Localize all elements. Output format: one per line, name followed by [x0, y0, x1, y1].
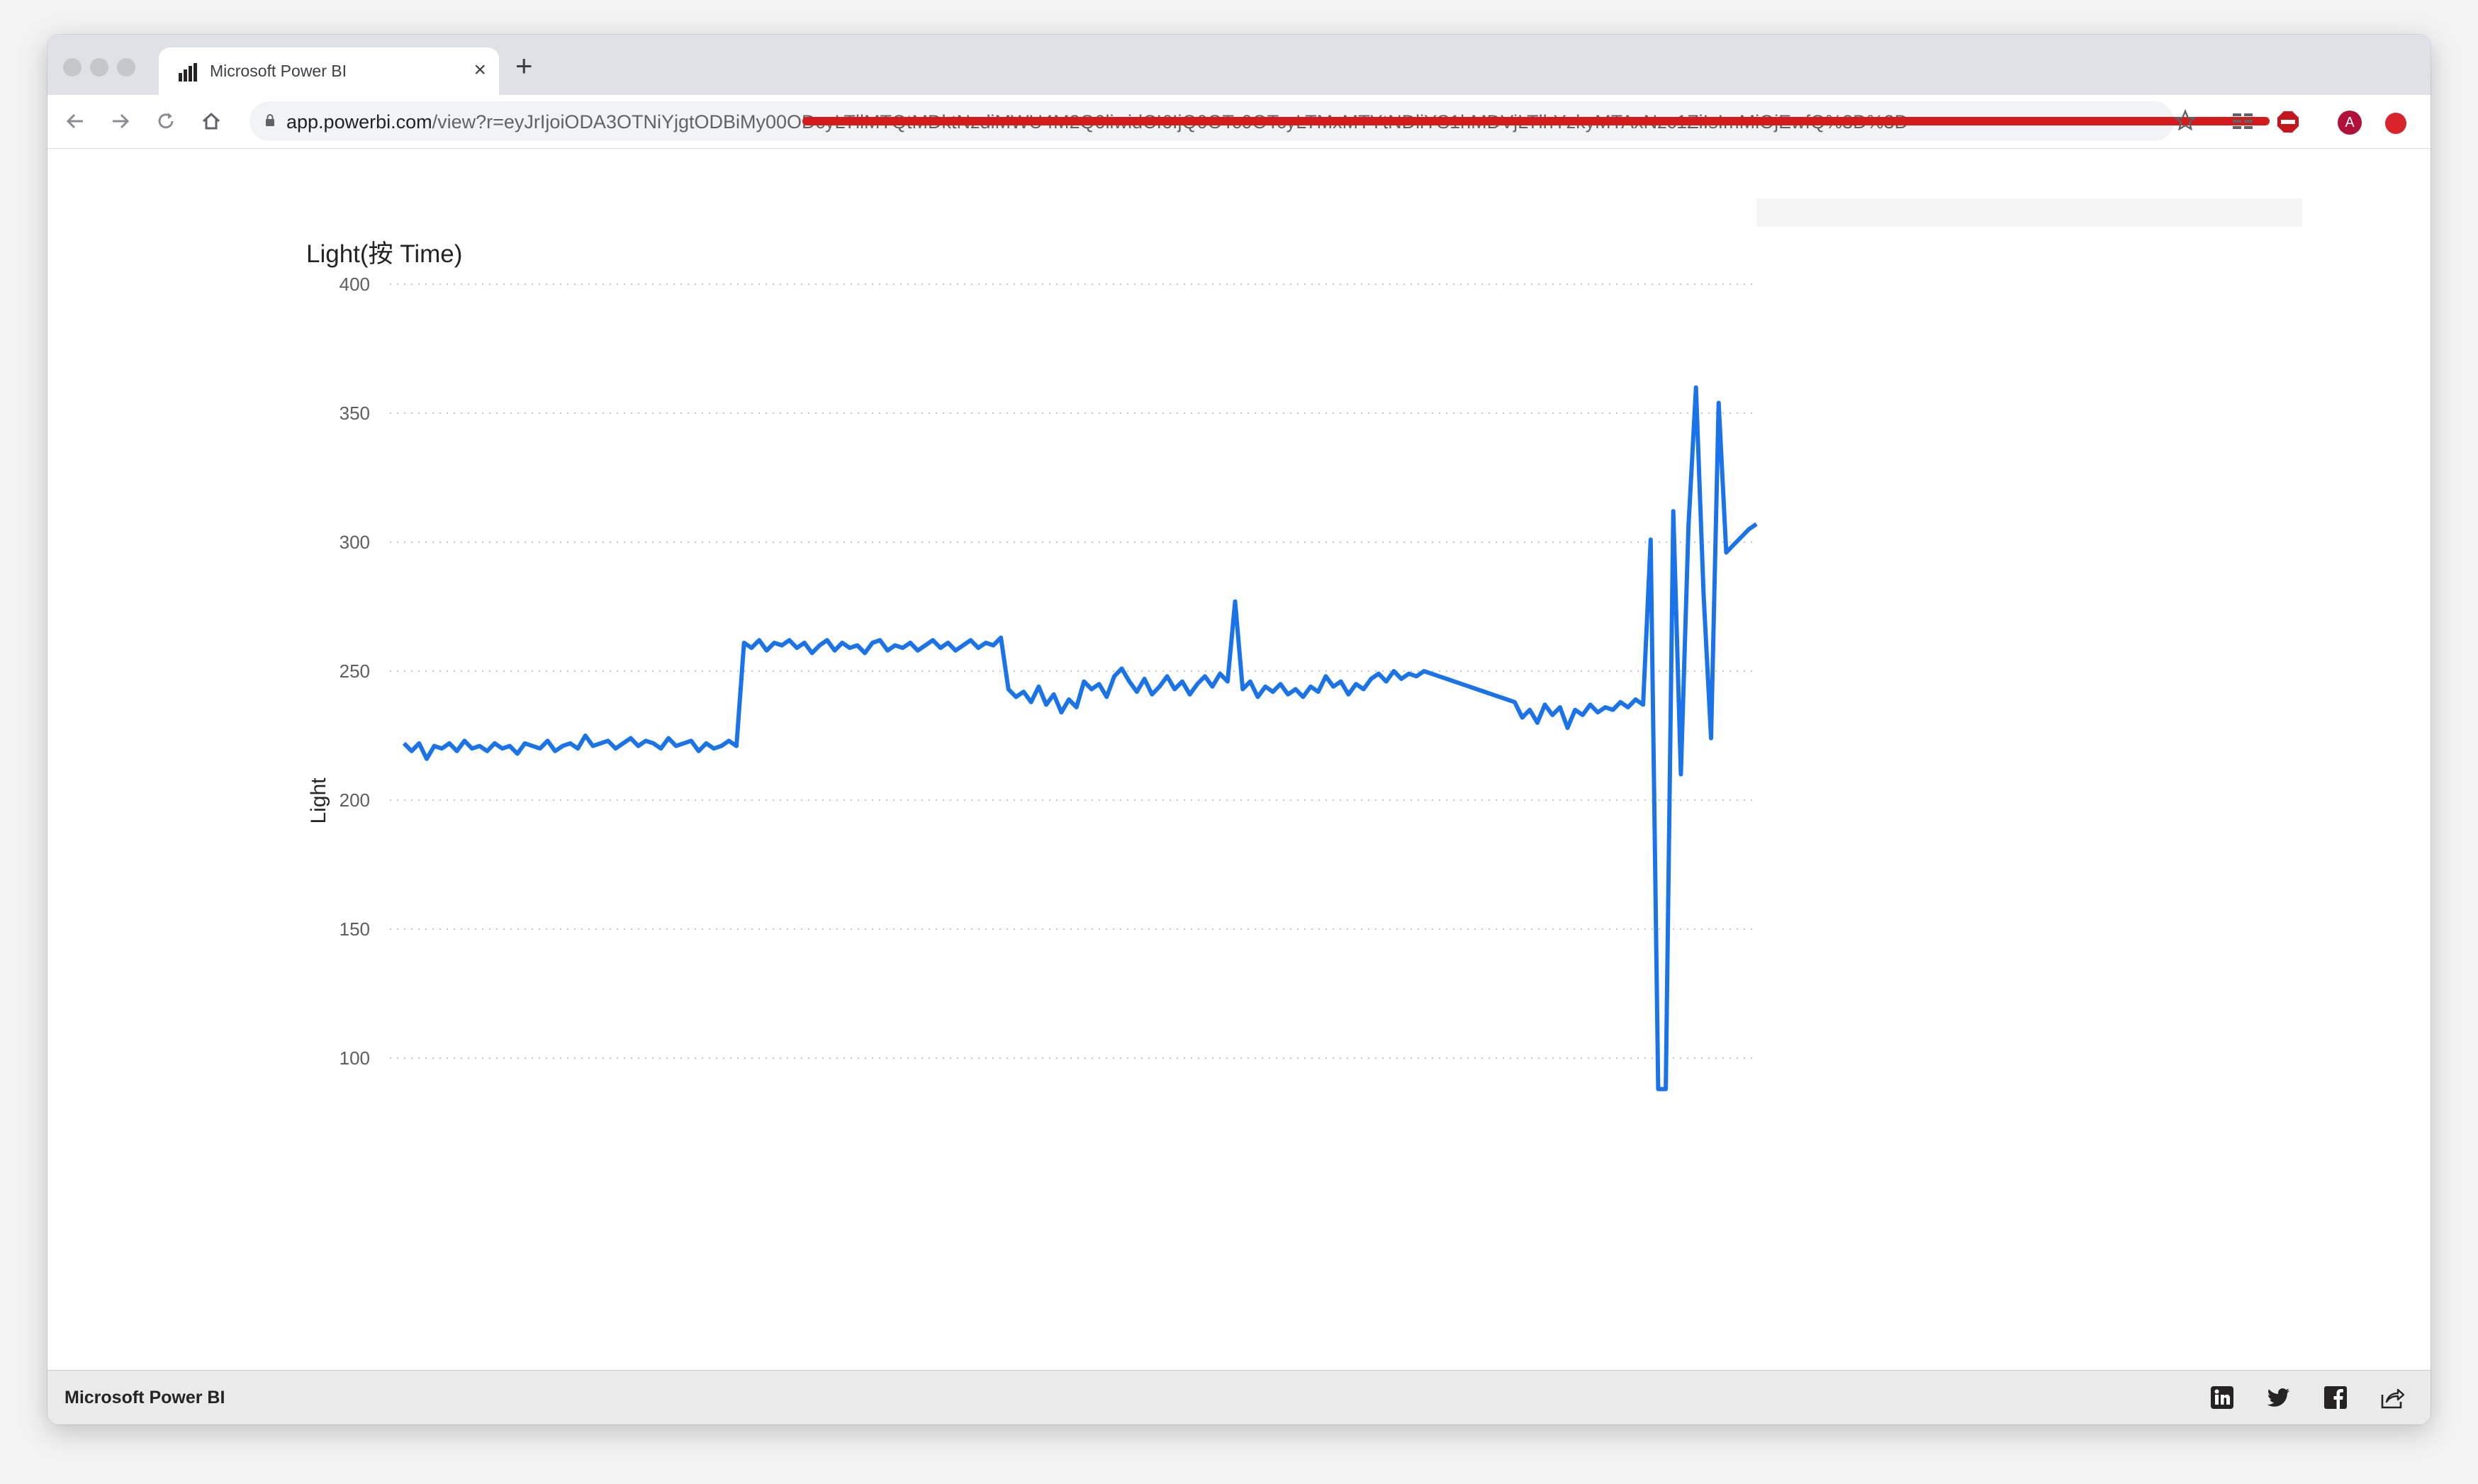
y-tick-label: 150: [340, 918, 370, 940]
home-icon[interactable]: [199, 109, 223, 133]
bookmark-star-icon[interactable]: [2174, 109, 2197, 132]
tab-close-icon[interactable]: ×: [473, 58, 486, 81]
chart-title: Light(按 Time): [306, 240, 463, 268]
y-tick-label: 400: [340, 274, 370, 295]
back-arrow-icon[interactable]: [63, 109, 87, 133]
y-tick-label: 200: [340, 789, 370, 811]
footer-brand: Microsoft Power BI: [65, 1388, 225, 1407]
grid-extension-icon[interactable]: [2231, 111, 2254, 133]
new-tab-button[interactable]: +: [515, 49, 533, 82]
browser-tab-active[interactable]: Microsoft Power BI ×: [159, 47, 499, 95]
address-bar[interactable]: app.powerbi.com/view?r=eyJrIjoiODA3OTNiY…: [250, 101, 2270, 141]
zoom-window-button[interactable]: [117, 58, 135, 77]
linkedin-share-icon[interactable]: [2209, 1385, 2235, 1410]
y-tick-label: 300: [340, 532, 370, 553]
y-axis-label: Light: [307, 777, 330, 824]
report-canvas: Light(按 Time) 100 150 200 250 300 350 400 Light: [47, 149, 2431, 1370]
browser-window: Microsoft Power BI × + app.powerbi.com/v…: [47, 35, 2431, 1424]
browser-toolbar: app.powerbi.com/view?r=eyJrIjoiODA3OTNiY…: [47, 95, 2431, 149]
url-redaction-mark: [802, 117, 2270, 125]
update-extension-icon[interactable]: [2385, 113, 2406, 134]
power-bi-favicon-icon: [179, 63, 197, 81]
lock-icon: [266, 114, 274, 126]
close-window-button[interactable]: [63, 58, 82, 77]
twitter-share-icon[interactable]: [2266, 1385, 2292, 1410]
y-tick-label: 350: [340, 403, 370, 424]
tab-title: Microsoft Power BI: [210, 62, 347, 80]
tab-strip: Microsoft Power BI × +: [47, 35, 2431, 95]
report-footer: Microsoft Power BI: [47, 1370, 2431, 1424]
minimize-window-button[interactable]: [90, 58, 108, 77]
share-icon[interactable]: [2379, 1385, 2405, 1410]
y-tick-label: 100: [340, 1047, 370, 1069]
y-tick-label: 250: [340, 661, 370, 682]
reload-icon[interactable]: [154, 109, 178, 133]
line-chart: 100 150 200 250 300 350 400 Light: [307, 274, 1758, 1091]
adblock-extension-icon[interactable]: [2277, 111, 2299, 133]
forward-arrow-icon[interactable]: [108, 109, 133, 133]
profile-avatar[interactable]: A: [2338, 111, 2362, 135]
filter-bar-placeholder: [1756, 198, 2302, 227]
facebook-share-icon[interactable]: [2323, 1385, 2348, 1410]
light-series-line[interactable]: [402, 385, 1758, 1091]
